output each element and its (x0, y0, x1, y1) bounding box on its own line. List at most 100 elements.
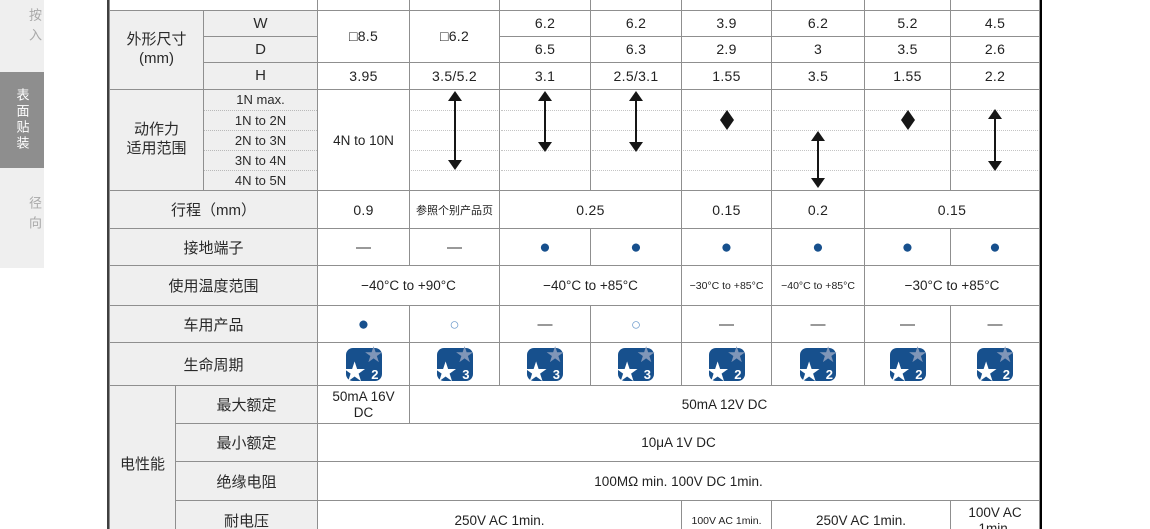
spec-cell-ground: ● (950, 228, 1041, 267)
filled-dot-icon: ● (357, 313, 370, 335)
spec-row-lifecycle: 生命周期 ★ ★ 2 ★ ★ 3 ★ ★ 3 ★ ★ 3 ★ ★ 2 ★ ★ 2 ★ ★ 2 ★ ★ 2 (108, 342, 1041, 387)
sidebar-item-surface-mount[interactable]: 表面贴装 (0, 72, 44, 168)
spec-cell-max-rating: 50mA 12V DC (409, 385, 1041, 425)
dash-mark: — (537, 315, 553, 333)
spec-cell-h: 2.2 (950, 61, 1041, 90)
spec-cell-min-rating: 10μA 1V DC (317, 423, 1041, 463)
spec-cell-h: 1.55 (864, 61, 952, 90)
spec-cell-h: 1.55 (681, 61, 773, 90)
filled-dot-icon: ● (989, 236, 1001, 258)
spec-cell-h: 3.5 (771, 61, 866, 90)
spec-cell-automotive: ○ (590, 305, 683, 344)
spec-cell (108, 0, 319, 11)
spec-cell-h: 3.5/5.2 (409, 61, 501, 90)
spec-cell-withstand: 100V AC 1min. (681, 500, 773, 529)
force-range-arrow (988, 108, 1003, 171)
spec-row-ground-terminal: 接地端子 — — ● ● ● ● ● ● (108, 228, 1041, 267)
spec-cell (950, 0, 1041, 11)
spec-row-dimension-d: D 6.5 6.3 2.9 3 3.5 2.6 (110, 35, 1041, 63)
spec-cell-w: 6.2 (590, 9, 683, 37)
spec-cell-travel: 0.2 (771, 190, 866, 230)
lifecycle-star-badge: ★ ★ 2 (886, 342, 928, 386)
spec-cell-lifecycle: ★ ★ 2 (681, 342, 773, 387)
spec-cell-ground: ● (771, 228, 866, 267)
row-sublabel-max-rating: 最大额定 (174, 385, 319, 425)
open-circle-icon: ○ (449, 314, 460, 334)
spec-cell-travel: 参照个别产品页 (409, 190, 501, 230)
spec-cell-automotive: — (864, 305, 952, 344)
row-sublabel-min-rating: 最小额定 (174, 423, 319, 463)
filled-dot-icon: ● (812, 236, 824, 258)
spec-row-insulation: 绝缘电阻 100MΩ min. 100V DC 1min. (110, 461, 1041, 502)
row-label-temperature: 使用温度范围 (108, 265, 319, 307)
dash-mark: — (719, 315, 735, 333)
star-icon: ★ (726, 342, 747, 367)
spec-row-min-rating: 最小额定 10μA 1V DC (110, 423, 1041, 463)
force-range-scale: 1N max. 1N to 2N 2N to 3N 3N to 4N 4N to… (202, 88, 319, 192)
spec-cell-automotive: — (499, 305, 592, 344)
spec-cell-w: 5.2 (864, 9, 952, 37)
row-sublabel-h: H (202, 61, 319, 90)
spec-cell-lifecycle: ★ ★ 2 (864, 342, 952, 387)
spec-cell-force (950, 88, 1041, 192)
spec-cell-wd: □6.2 (409, 9, 501, 63)
spec-cell (409, 0, 501, 11)
sidebar-item-radial[interactable]: 径向 (27, 196, 42, 236)
spec-cell-temp: −40°C to +90°C (317, 265, 501, 307)
spec-cell-withstand: 250V AC 1min. (771, 500, 952, 529)
row-sublabel-insulation: 绝缘电阻 (174, 461, 319, 502)
row-sublabel-withstand: 耐电压 (174, 500, 319, 529)
spec-row-automotive: 车用产品 ● ○ — ○ — — — — (108, 305, 1041, 344)
force-range-arrow (811, 130, 826, 189)
force-range-label: 2N to 3N (204, 129, 317, 150)
lifecycle-star-badge: ★ ★ 3 (615, 342, 657, 386)
spec-cell-travel: 0.15 (681, 190, 773, 230)
spec-cell-force (409, 88, 501, 192)
spec-cell-insulation: 100MΩ min. 100V DC 1min. (317, 461, 1041, 502)
spec-cell-automotive: ● (317, 305, 411, 344)
spec-cell-lifecycle: ★ ★ 3 (590, 342, 683, 387)
spec-cell (771, 0, 866, 11)
star-icon: ★ (342, 356, 367, 386)
dash-mark: — (810, 315, 826, 333)
spec-cell-lifecycle: ★ ★ 2 (771, 342, 866, 387)
lifecycle-star-badge: ★ ★ 2 (797, 342, 839, 386)
spec-cell-temp: −30°C to +85°C (864, 265, 1041, 307)
sidebar-item-press-in[interactable]: 按入 (27, 8, 42, 48)
spec-cell-max-rating: 50mA 16V DC (317, 385, 411, 425)
spec-row-max-rating: 电性能 最大额定 50mA 16V DC 50mA 12V DC (109, 385, 1041, 529)
star-icon: ★ (705, 356, 730, 386)
spec-cell-d: 3.5 (864, 35, 952, 63)
spec-cell-lifecycle: ★ ★ 2 (950, 342, 1041, 387)
force-range-arrow (447, 90, 462, 170)
spec-cell-automotive: ○ (409, 305, 501, 344)
star-icon: ★ (797, 356, 822, 386)
mount-type-sidenav: 按入 表面贴装 径向 (0, 0, 44, 268)
spec-cell-temp: −40°C to +85°C (771, 265, 866, 307)
spec-cell-automotive: — (771, 305, 866, 344)
spec-cell-force (771, 88, 866, 192)
spec-cell-force (590, 88, 683, 192)
filled-dot-icon: ● (630, 236, 642, 258)
spec-cell-w: 6.2 (499, 9, 592, 37)
spec-cell-ground: ● (499, 228, 592, 267)
spec-row-operating-force: 动作力 适用范围 1N max. 1N to 2N 2N to 3N 3N to… (109, 88, 1041, 192)
lifecycle-star-badge: ★ ★ 2 (974, 342, 1016, 386)
force-range-arrow (719, 109, 734, 131)
spec-cell-w: 3.9 (681, 9, 773, 37)
row-label-lifecycle: 生命周期 (108, 342, 319, 387)
star-icon: ★ (524, 356, 549, 386)
lifecycle-star-badge: ★ ★ 2 (705, 342, 747, 386)
spec-cell-ground: ● (681, 228, 773, 267)
filled-dot-icon: ● (901, 236, 914, 258)
spec-cell-travel: 0.15 (864, 190, 1041, 230)
dash-mark: — (356, 238, 372, 256)
row-label-dimensions: 外形尺寸 (mm) (109, 9, 204, 90)
lifecycle-star-badge: ★ ★ 2 (342, 342, 384, 386)
star-icon: ★ (545, 342, 566, 367)
row-label-ground-terminal: 接地端子 (108, 228, 319, 267)
lifecycle-star-badge: ★ ★ 3 (433, 342, 475, 386)
spec-cell-force (681, 88, 773, 192)
filled-dot-icon: ● (539, 236, 551, 258)
spec-table: 外形尺寸 (mm) W □8.5 □6.2 6.2 6.2 3.9 6.2 5.… (107, 0, 1042, 529)
